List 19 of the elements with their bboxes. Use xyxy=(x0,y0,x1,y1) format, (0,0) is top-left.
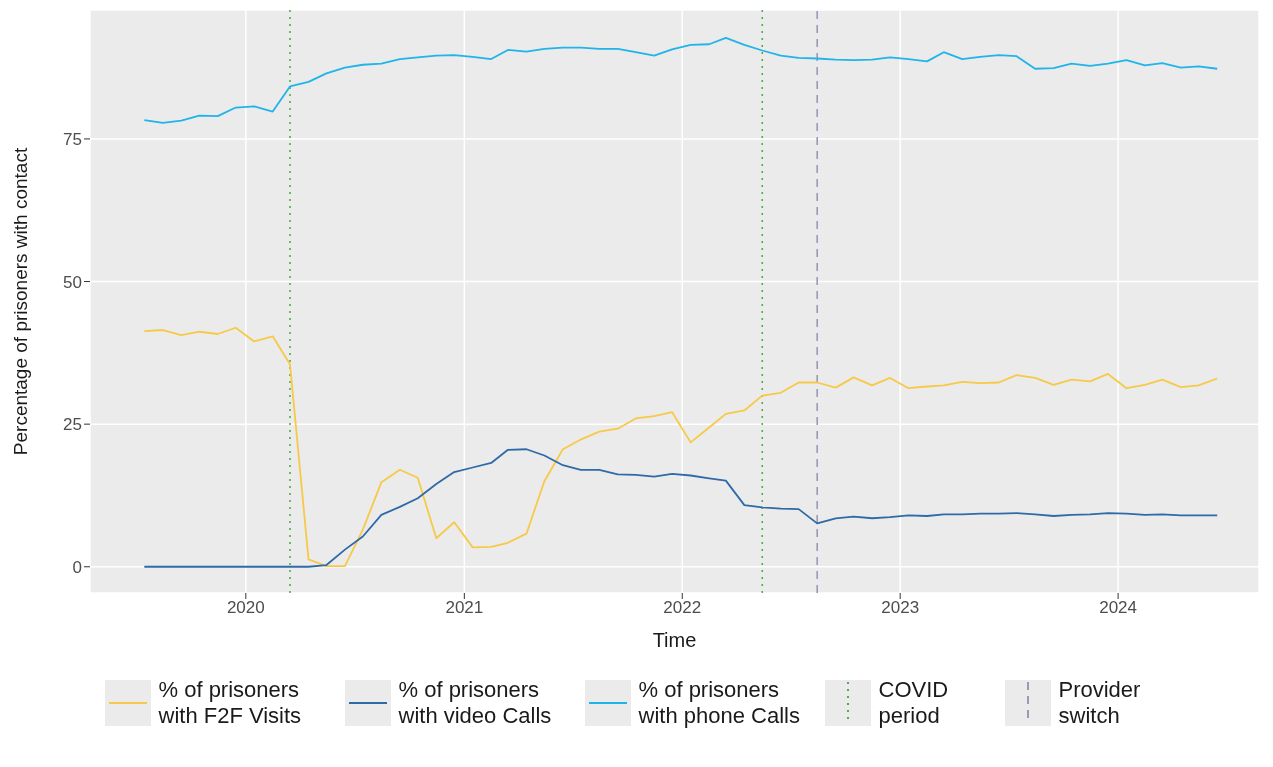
x-tick-label: 2021 xyxy=(445,598,484,618)
x-tick-label: 2023 xyxy=(881,598,920,618)
y-tick-label: 75 xyxy=(63,129,82,149)
x-tick-label: 2022 xyxy=(663,598,702,618)
y-tick-label: 50 xyxy=(63,272,82,292)
x-tick-label: 2024 xyxy=(1099,598,1138,618)
legend-label: % of prisoners with video Calls xyxy=(398,677,553,729)
y-tick-label: 25 xyxy=(63,415,82,435)
legend-label: COVID period xyxy=(878,677,950,729)
line-series xyxy=(143,448,1219,568)
legend-label: % of prisoners with phone Calls xyxy=(638,677,801,729)
line-series xyxy=(143,326,1219,568)
x-axis-title: Time xyxy=(652,629,697,651)
legend-label: % of prisoners with F2F Visits xyxy=(158,677,303,729)
line-series xyxy=(143,37,1219,124)
x-tick-label: 2020 xyxy=(226,598,265,618)
legend-label: Provider switch xyxy=(1058,677,1142,729)
y-axis-title: Percentage of prisoners with contact xyxy=(9,147,31,456)
y-tick-label: 0 xyxy=(72,557,82,577)
